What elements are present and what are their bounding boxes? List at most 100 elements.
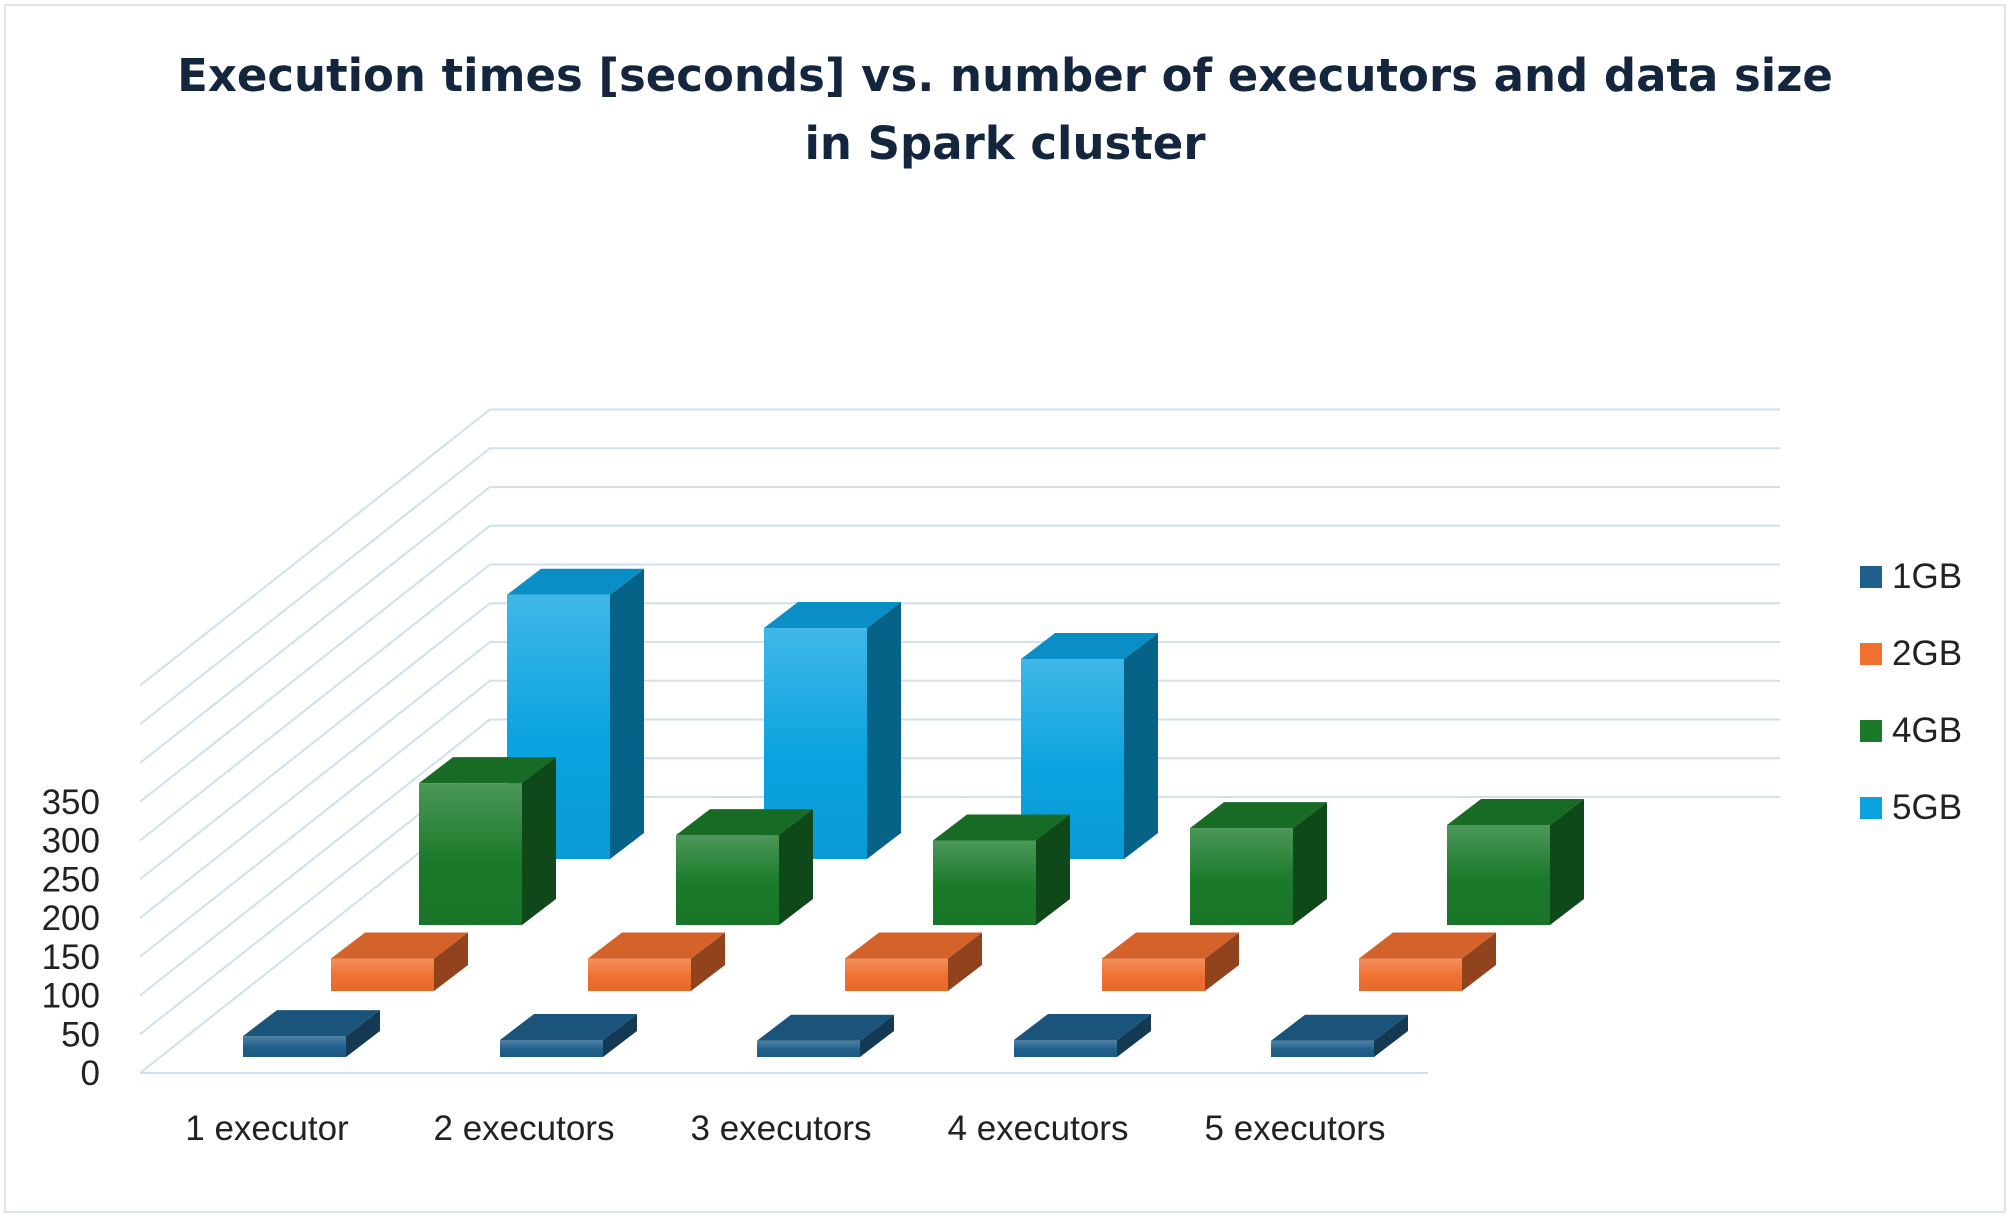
bar-top <box>676 809 813 836</box>
x-category-label: 1 executor <box>185 1109 349 1148</box>
bar <box>419 757 556 925</box>
bar-front <box>676 835 779 925</box>
bar-top <box>1271 1014 1408 1041</box>
bar-top <box>1102 932 1239 959</box>
bar-side <box>522 757 556 925</box>
bar-side <box>346 1010 380 1057</box>
legend-label: 2GB <box>1892 634 1962 673</box>
bar-top <box>331 932 468 959</box>
bar-top <box>588 932 725 959</box>
bar-side <box>1124 633 1158 859</box>
gridline <box>139 641 1780 919</box>
y-tick-label: 350 <box>42 783 100 822</box>
bar <box>933 814 1070 925</box>
bar-front <box>1359 958 1462 991</box>
y-tick-label: 250 <box>42 860 100 899</box>
bar-side <box>1293 802 1327 925</box>
legend-swatch <box>1860 797 1882 819</box>
bar-side <box>603 1013 637 1057</box>
bar <box>588 932 725 991</box>
series-1GB <box>243 1010 1408 1057</box>
bar-side <box>1374 1014 1408 1057</box>
gridline <box>139 408 1780 687</box>
bar <box>757 1014 894 1057</box>
bar-side <box>867 602 901 859</box>
legend-item: 1GB <box>1860 557 1962 596</box>
bar-front <box>331 958 434 991</box>
bar <box>676 809 813 925</box>
bar-side <box>1117 1013 1151 1057</box>
legend-label: 4GB <box>1892 711 1962 750</box>
series-2GB <box>331 932 1496 991</box>
x-category-label: 2 executors <box>434 1109 615 1148</box>
bar-front <box>500 1039 603 1057</box>
bar <box>500 1013 637 1057</box>
legend-label: 1GB <box>1892 557 1962 596</box>
bar-top <box>1359 932 1496 959</box>
bar-side <box>1550 799 1584 925</box>
bar-top <box>507 568 644 595</box>
bar-top <box>1014 1013 1151 1040</box>
bar-top <box>1447 799 1584 826</box>
legend-label: 5GB <box>1892 788 1962 827</box>
legend-swatch <box>1860 720 1882 742</box>
bar-front <box>1447 825 1550 925</box>
gridline <box>139 486 1780 764</box>
bar-front <box>243 1036 346 1057</box>
bar <box>331 932 468 991</box>
bar-side <box>1462 932 1496 991</box>
x-category-label: 5 executors <box>1205 1109 1386 1148</box>
legend-item: 2GB <box>1860 634 1962 673</box>
gridlines <box>139 408 1780 1074</box>
bar <box>1447 799 1584 925</box>
y-tick-label: 100 <box>42 977 100 1016</box>
legend-swatch <box>1860 566 1882 588</box>
bar-top <box>757 1014 894 1041</box>
x-axis-categories: 1 executor 2 executors 3 executors 4 execut… <box>185 1109 1385 1148</box>
y-tick-label: 200 <box>42 899 100 938</box>
x-category-label: 3 executors <box>691 1109 872 1148</box>
bar-front <box>757 1040 860 1057</box>
bar-top <box>1190 802 1327 829</box>
bar-side <box>434 932 468 991</box>
bar-top <box>1021 633 1158 660</box>
bar-top <box>845 932 982 959</box>
bar-front <box>933 840 1036 925</box>
y-tick-label: 50 <box>61 1015 100 1054</box>
bar-side <box>1205 932 1239 991</box>
gridline <box>139 679 1780 958</box>
bar <box>1271 1014 1408 1057</box>
chart-title: Execution times [seconds] vs. number of … <box>177 49 1833 170</box>
bar-front <box>1190 828 1293 925</box>
bar-top <box>243 1010 380 1037</box>
bar <box>1014 1013 1151 1057</box>
y-tick-label: 300 <box>42 822 100 861</box>
y-tick-label: 150 <box>42 938 100 977</box>
bar <box>1190 802 1327 925</box>
bar <box>1021 633 1158 859</box>
bar-top <box>419 757 556 784</box>
series-4GB <box>419 757 1584 925</box>
bar <box>1359 932 1496 991</box>
bar <box>243 1010 380 1057</box>
bars <box>243 568 1584 1057</box>
legend-item: 4GB <box>1860 711 1962 750</box>
gridline <box>139 602 1780 881</box>
bar-front <box>845 958 948 991</box>
bar-side <box>948 932 982 991</box>
bar-front <box>1014 1039 1117 1057</box>
bar <box>1102 932 1239 991</box>
gridline <box>139 524 1780 803</box>
bar-side <box>610 568 644 859</box>
bar-side <box>1036 814 1070 925</box>
legend: 1GB 2GB 4GB 5GB <box>1860 557 1962 827</box>
bar-front <box>1271 1040 1374 1057</box>
bar-side <box>691 932 725 991</box>
gridline <box>139 718 1780 997</box>
gridline <box>139 563 1780 842</box>
legend-swatch <box>1860 643 1882 665</box>
bar-front <box>588 958 691 991</box>
bar-side <box>860 1014 894 1057</box>
